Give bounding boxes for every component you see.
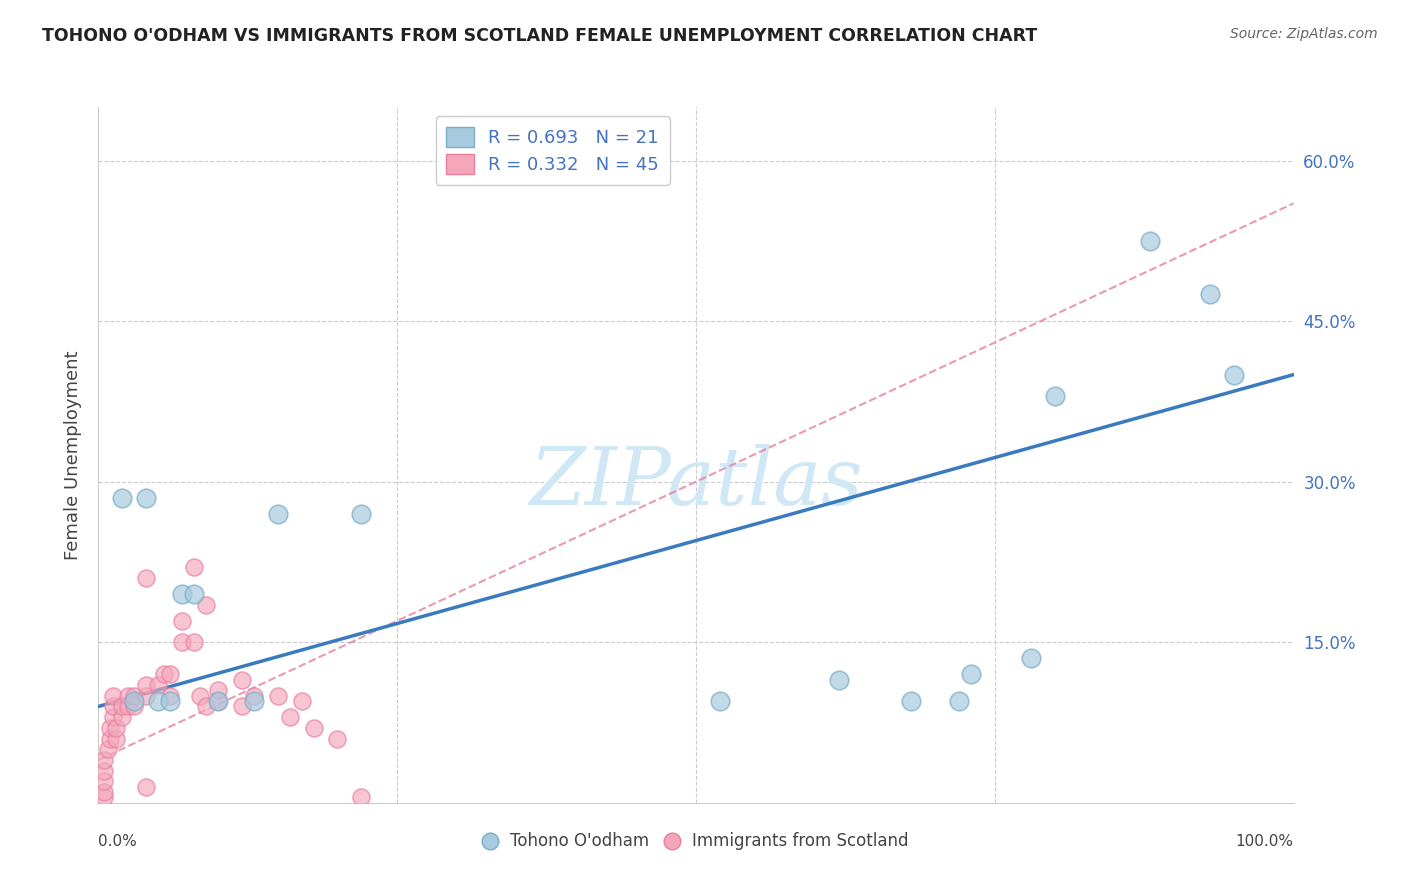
Point: [135, 491, 157, 505]
Point: [207, 694, 229, 708]
Point: [231, 699, 253, 714]
Point: [159, 667, 181, 681]
Point: [124, 694, 146, 708]
Point: [172, 635, 194, 649]
Point: [290, 694, 312, 708]
Point: [153, 667, 176, 681]
Point: [350, 790, 373, 805]
Point: [183, 560, 205, 574]
Legend: Tohono O'odham, Immigrants from Scotland: Tohono O'odham, Immigrants from Scotland: [477, 826, 915, 857]
Point: [1019, 651, 1042, 665]
Point: [93, 753, 115, 767]
Point: [101, 710, 124, 724]
Point: [135, 571, 157, 585]
Point: [243, 694, 266, 708]
Text: 0.0%: 0.0%: [98, 834, 138, 849]
Point: [98, 721, 122, 735]
Point: [111, 491, 134, 505]
Point: [105, 721, 128, 735]
Point: [207, 694, 229, 708]
Point: [135, 780, 157, 794]
Point: [97, 742, 120, 756]
Point: [148, 694, 170, 708]
Point: [159, 689, 181, 703]
Point: [302, 721, 325, 735]
Point: [194, 699, 217, 714]
Point: [159, 694, 181, 708]
Point: [101, 699, 124, 714]
Point: [243, 689, 266, 703]
Point: [172, 614, 194, 628]
Point: [207, 683, 229, 698]
Point: [959, 667, 981, 681]
Point: [135, 689, 157, 703]
Point: [117, 689, 139, 703]
Point: [948, 694, 970, 708]
Point: [101, 689, 124, 703]
Point: [900, 694, 922, 708]
Point: [1222, 368, 1246, 382]
Point: [105, 731, 128, 746]
Point: [194, 598, 217, 612]
Point: [183, 635, 205, 649]
Text: ZIPatlas: ZIPatlas: [529, 444, 863, 522]
Point: [111, 699, 134, 714]
Point: [93, 790, 115, 805]
Point: [93, 764, 115, 778]
Point: [267, 507, 290, 521]
Point: [135, 678, 157, 692]
Text: 100.0%: 100.0%: [1236, 834, 1294, 849]
Point: [172, 587, 194, 601]
Point: [709, 694, 731, 708]
Point: [350, 507, 373, 521]
Y-axis label: Female Unemployment: Female Unemployment: [63, 351, 82, 559]
Point: [267, 689, 290, 703]
Point: [93, 785, 115, 799]
Point: [148, 678, 170, 692]
Point: [188, 689, 211, 703]
Point: [1198, 287, 1220, 301]
Point: [183, 587, 205, 601]
Point: [124, 689, 146, 703]
Point: [1043, 389, 1066, 403]
Point: [111, 710, 134, 724]
Point: [124, 699, 146, 714]
Text: Source: ZipAtlas.com: Source: ZipAtlas.com: [1230, 27, 1378, 41]
Point: [117, 699, 139, 714]
Point: [326, 731, 349, 746]
Point: [828, 673, 851, 687]
Point: [278, 710, 301, 724]
Point: [93, 774, 115, 789]
Text: TOHONO O'ODHAM VS IMMIGRANTS FROM SCOTLAND FEMALE UNEMPLOYMENT CORRELATION CHART: TOHONO O'ODHAM VS IMMIGRANTS FROM SCOTLA…: [42, 27, 1038, 45]
Point: [231, 673, 253, 687]
Point: [1139, 234, 1161, 248]
Point: [98, 731, 122, 746]
